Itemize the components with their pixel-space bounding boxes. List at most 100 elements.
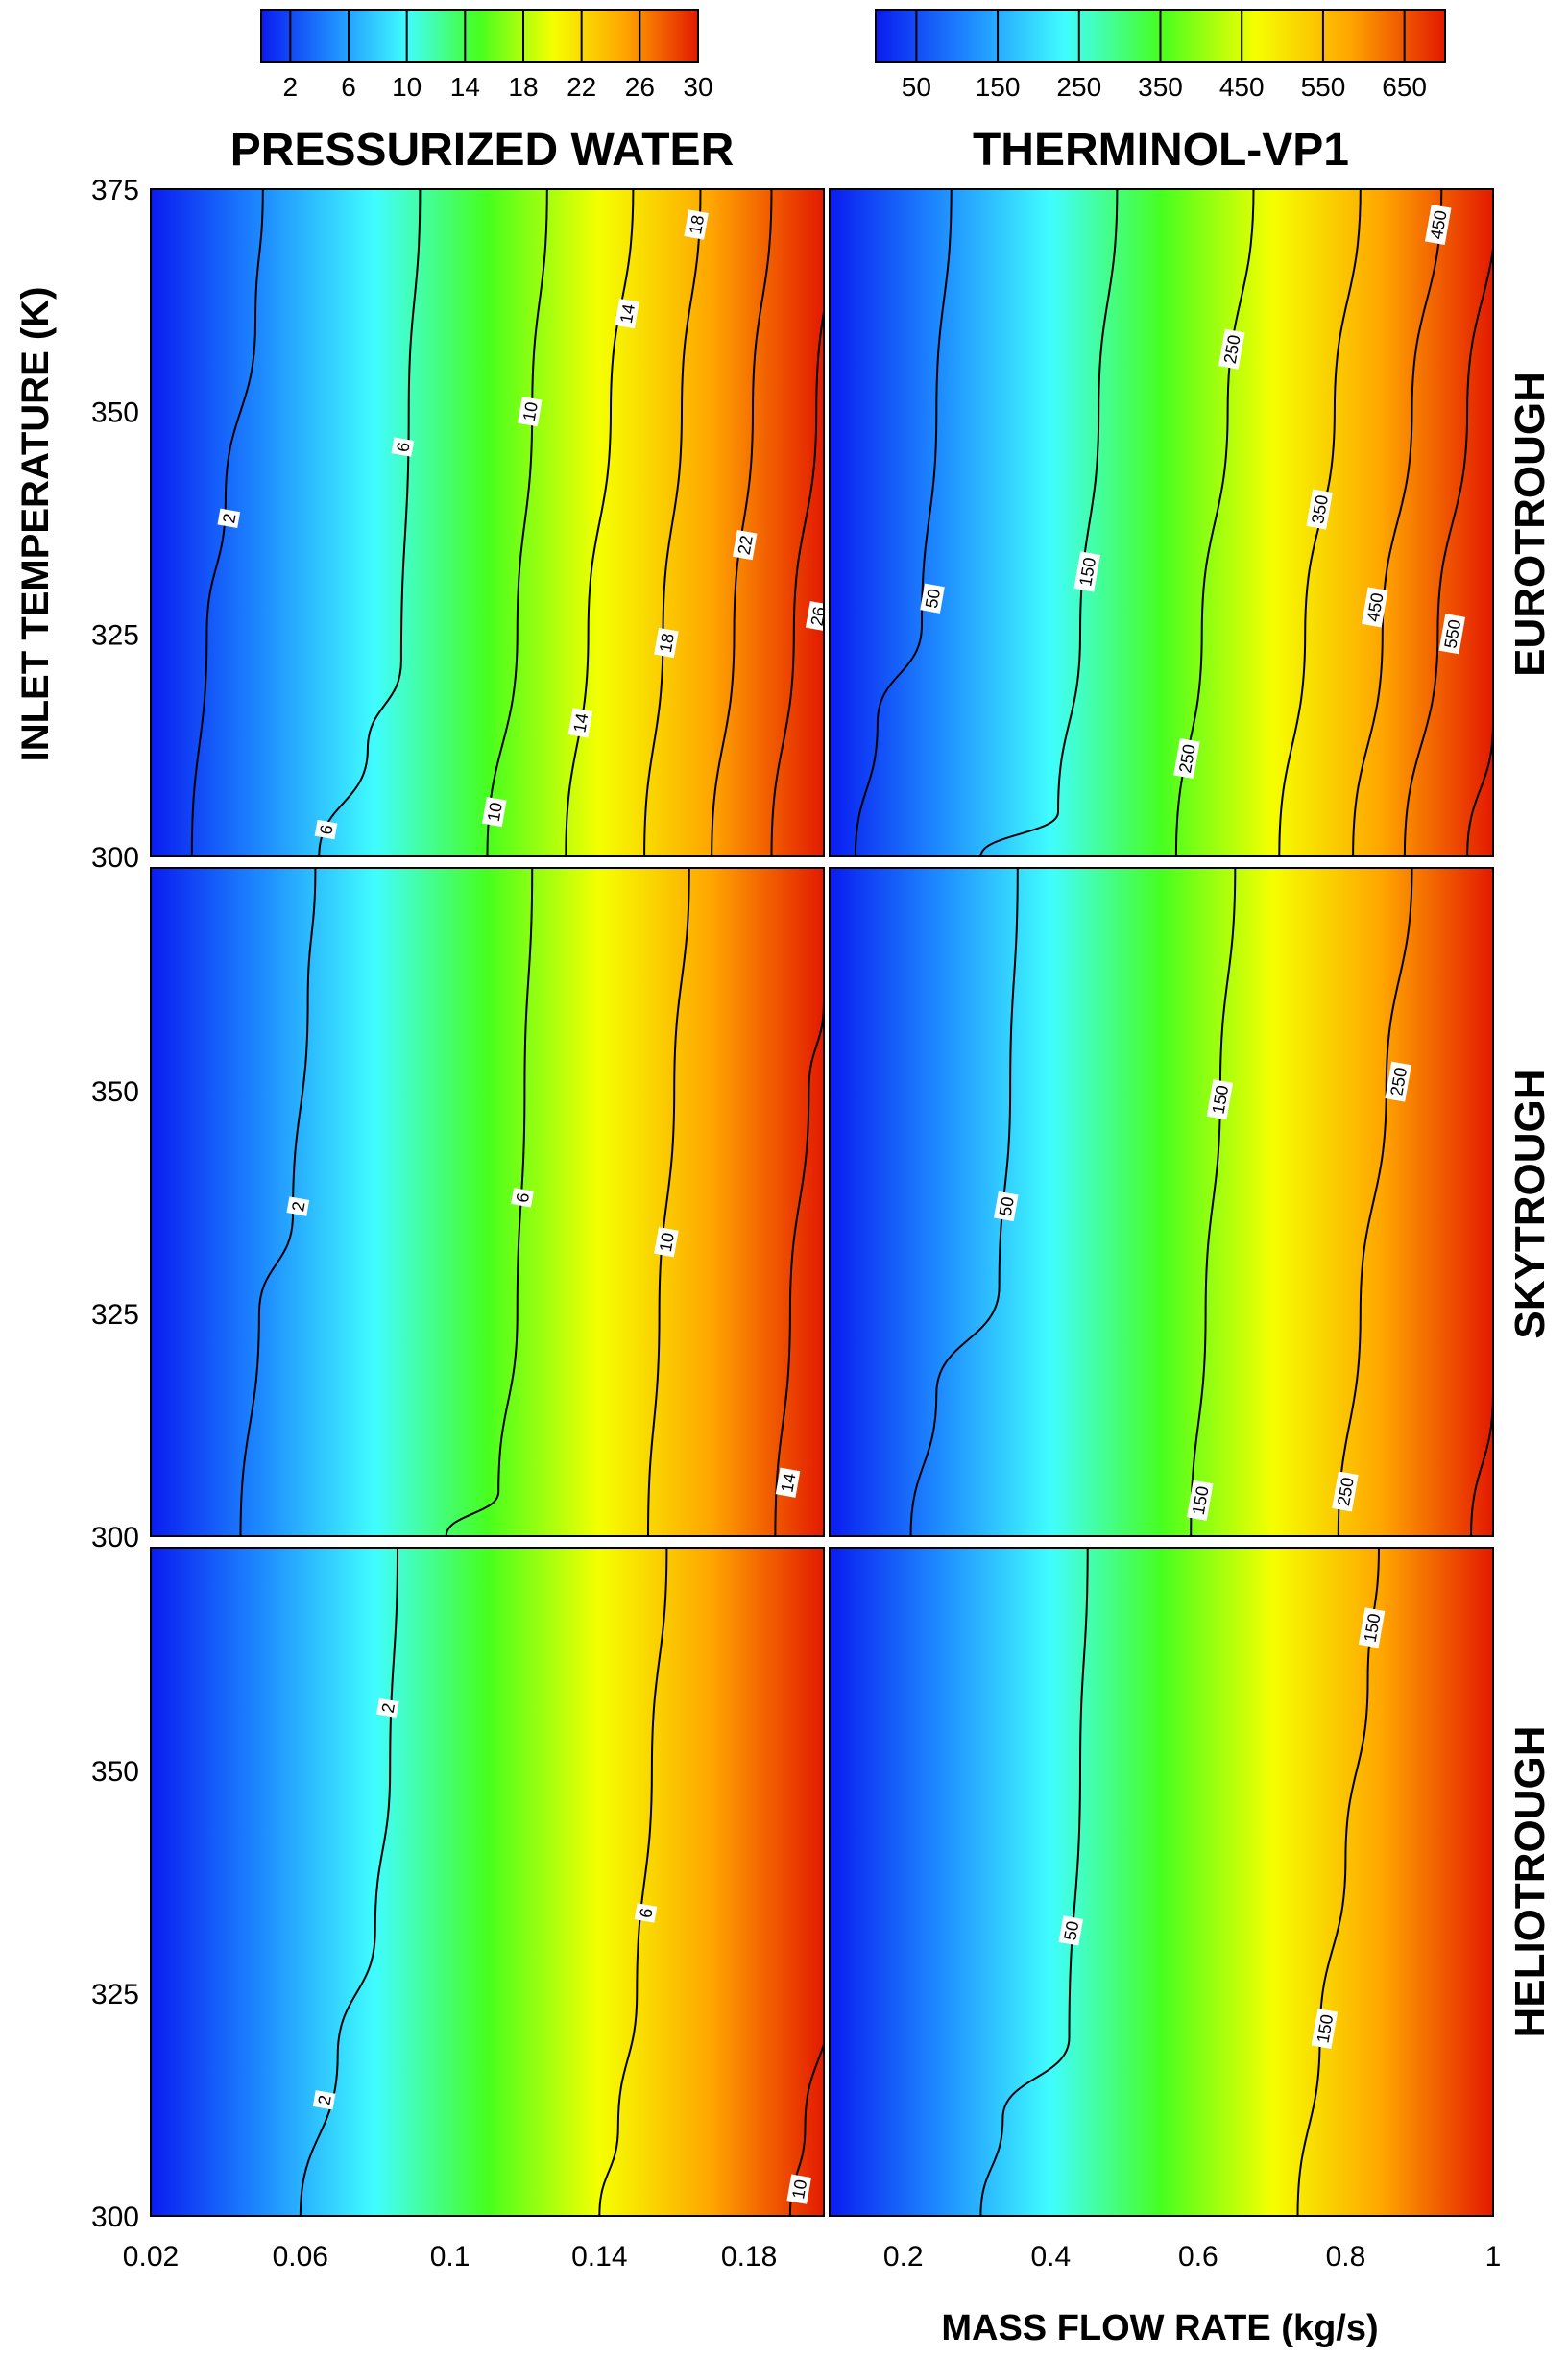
panel-frame bbox=[150, 1547, 825, 2217]
colorbar-tick-label: 650 bbox=[1382, 72, 1427, 102]
contour-label: 2 bbox=[286, 1196, 310, 1216]
panel-heatmap bbox=[830, 1548, 1493, 2216]
contour-label: 2 bbox=[312, 2090, 336, 2110]
contour-line-250 bbox=[1337, 868, 1413, 1536]
contour-label: 10 bbox=[482, 797, 507, 828]
colorbar-tick-label: 450 bbox=[1219, 72, 1265, 102]
contour-line-2 bbox=[299, 1548, 398, 2216]
x-tick-label: 0.14 bbox=[571, 2241, 627, 2273]
contour-label: 2 bbox=[375, 1697, 399, 1719]
contour-label: 50 bbox=[920, 583, 945, 614]
contour-line-10 bbox=[647, 868, 690, 1536]
colorbar-tick-label: 18 bbox=[508, 72, 538, 102]
contour-line-50 bbox=[909, 868, 1019, 1536]
contour-label: 6 bbox=[511, 1188, 534, 1208]
svg-text:6: 6 bbox=[316, 824, 336, 836]
svg-text:50: 50 bbox=[1060, 1919, 1082, 1941]
contour-line-50 bbox=[854, 189, 953, 856]
x-tick-label: 0.18 bbox=[721, 2241, 777, 2273]
row-title-heliotrough: HELIOTROUGH bbox=[1507, 1725, 1554, 2037]
panel-heatmap bbox=[830, 189, 1493, 856]
contour-label: 14 bbox=[775, 1467, 801, 1498]
contour-label: 50 bbox=[994, 1191, 1019, 1222]
svg-text:10: 10 bbox=[484, 801, 506, 823]
x-tick-label: 0.1 bbox=[430, 2241, 470, 2273]
panel-frame bbox=[150, 188, 825, 857]
y-tick-label: 300 bbox=[91, 2202, 139, 2233]
svg-text:10: 10 bbox=[519, 400, 542, 422]
colorbar-water-bar bbox=[260, 9, 699, 63]
y-tick-label: 375 bbox=[91, 175, 139, 206]
colorbar-tick-label: 350 bbox=[1138, 72, 1183, 102]
contour-label: 250 bbox=[1332, 1471, 1359, 1512]
svg-text:10: 10 bbox=[656, 1231, 678, 1253]
svg-text:6: 6 bbox=[513, 1191, 533, 1204]
colorbar-tick-label: 550 bbox=[1301, 72, 1346, 102]
panel-frame bbox=[829, 1547, 1494, 2217]
contour-label: 150 bbox=[1358, 1607, 1386, 1648]
contour-line-22 bbox=[711, 189, 773, 856]
y-tick-label: 350 bbox=[91, 1076, 139, 1108]
y-axis-title: INLET TEMPERATURE (K) bbox=[14, 287, 57, 762]
colorbar-tick-label: 26 bbox=[625, 72, 655, 102]
contour-label: 10 bbox=[786, 2174, 811, 2204]
contour-line-10 bbox=[486, 189, 548, 856]
contour-label: 10 bbox=[518, 397, 543, 427]
x-tick-label: 0.2 bbox=[883, 2241, 924, 2273]
x-tick-label: 0.06 bbox=[273, 2241, 328, 2273]
colorbar-tick-label: 10 bbox=[392, 72, 422, 102]
colorbar-water-ticks: 2 6 10 14 18 22 26 30 bbox=[283, 10, 713, 102]
colorbar-water: 2 6 10 14 18 22 26 30 bbox=[260, 9, 713, 102]
colorbar-tick-label: 50 bbox=[902, 72, 931, 102]
contour-label: 18 bbox=[684, 209, 709, 240]
svg-text:26: 26 bbox=[808, 605, 830, 627]
column-title-water: PRESSURIZED WATER bbox=[230, 125, 734, 176]
colorbar-tick-label: 22 bbox=[567, 72, 596, 102]
svg-text:14: 14 bbox=[777, 1472, 799, 1494]
contour-label: 10 bbox=[654, 1227, 679, 1258]
row-title-skytrough: SKYTROUGH bbox=[1507, 1069, 1554, 1338]
contour-label: 14 bbox=[615, 299, 639, 329]
contour-line-50 bbox=[979, 1548, 1089, 2216]
x-tick-label: 0.4 bbox=[1030, 2241, 1071, 2273]
svg-text:2: 2 bbox=[219, 512, 239, 524]
contour-line-450 bbox=[1352, 189, 1443, 856]
y-tick-label: 325 bbox=[91, 619, 139, 651]
y-tick-label: 300 bbox=[91, 842, 139, 874]
colorbar-tick-label: 250 bbox=[1056, 72, 1101, 102]
y-tick-label: 325 bbox=[91, 1979, 139, 2010]
contour-line-6 bbox=[318, 189, 422, 856]
colorbar-tick-label: 150 bbox=[976, 72, 1021, 102]
contour-line-550 bbox=[1403, 240, 1493, 856]
contour-line-14 bbox=[774, 1001, 824, 1536]
panel-heatmap bbox=[151, 1548, 824, 2216]
panel-heliotrough-water: 2 2 6 10 bbox=[150, 1547, 825, 2217]
contour-label: 14 bbox=[567, 708, 593, 738]
colorbar-therminol: 50 150 250 350 450 550 650 bbox=[875, 9, 1446, 102]
svg-text:2: 2 bbox=[288, 1200, 308, 1213]
panel-skytrough-water: 2 6 10 14 bbox=[150, 867, 825, 1537]
panels: 2661010141418182226501502502503504504505… bbox=[150, 188, 1494, 2217]
y-tick-label: 325 bbox=[91, 1299, 139, 1331]
contour-line-2 bbox=[239, 868, 317, 1536]
svg-text:50: 50 bbox=[922, 588, 944, 610]
x-tick-label: 1 bbox=[1485, 2241, 1502, 2273]
contour-label: 6 bbox=[391, 437, 415, 457]
svg-text:2: 2 bbox=[314, 2094, 334, 2106]
svg-text:14: 14 bbox=[569, 711, 591, 734]
colorbar-tick-label: 2 bbox=[283, 72, 299, 102]
contour-line-18 bbox=[643, 189, 702, 856]
contour-label: 50 bbox=[1058, 1915, 1084, 1946]
svg-text:18: 18 bbox=[686, 214, 708, 236]
y-tick-label: 350 bbox=[91, 1756, 139, 1788]
colorbar-tick-label: 30 bbox=[683, 72, 712, 102]
colorbar-tick-label: 6 bbox=[341, 72, 356, 102]
contour-label: 6 bbox=[314, 819, 338, 840]
contour-line-150 bbox=[1190, 868, 1237, 1536]
svg-text:6: 6 bbox=[636, 1907, 656, 1919]
column-title-therminol: THERMINOL-VP1 bbox=[973, 125, 1349, 176]
